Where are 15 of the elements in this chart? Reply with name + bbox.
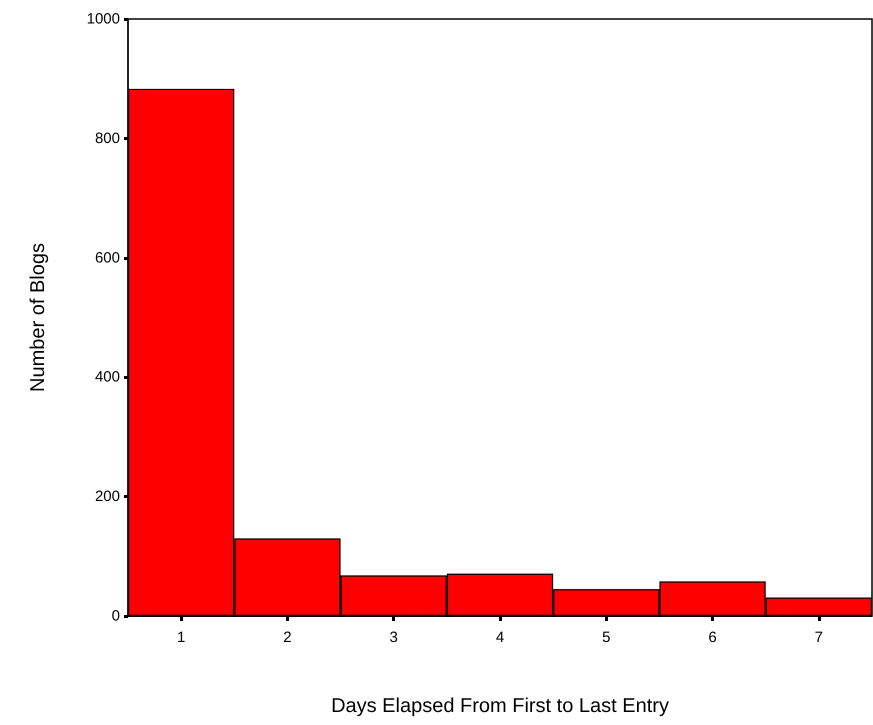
y-tick-label: 1000 — [86, 10, 120, 28]
x-tick-label: 6 — [708, 629, 717, 646]
x-axis-title: Days Elapsed From First to Last Entry — [331, 695, 669, 717]
x-tick-label: 3 — [390, 629, 398, 646]
y-axis-title: Number of Blogs — [27, 243, 49, 392]
y-tick-label: 0 — [112, 608, 120, 624]
x-tick-label: 1 — [176, 629, 186, 646]
y-tick-label: 800 — [94, 130, 120, 147]
y-tick-label: 400 — [94, 368, 120, 386]
y-tick-label: 200 — [94, 488, 120, 506]
y-tick-label: 600 — [94, 249, 120, 266]
x-tick-label: 4 — [496, 629, 504, 646]
x-tick-label: 5 — [602, 629, 610, 646]
x-tick-label: 2 — [283, 629, 292, 646]
x-tick-label: 7 — [814, 629, 824, 646]
